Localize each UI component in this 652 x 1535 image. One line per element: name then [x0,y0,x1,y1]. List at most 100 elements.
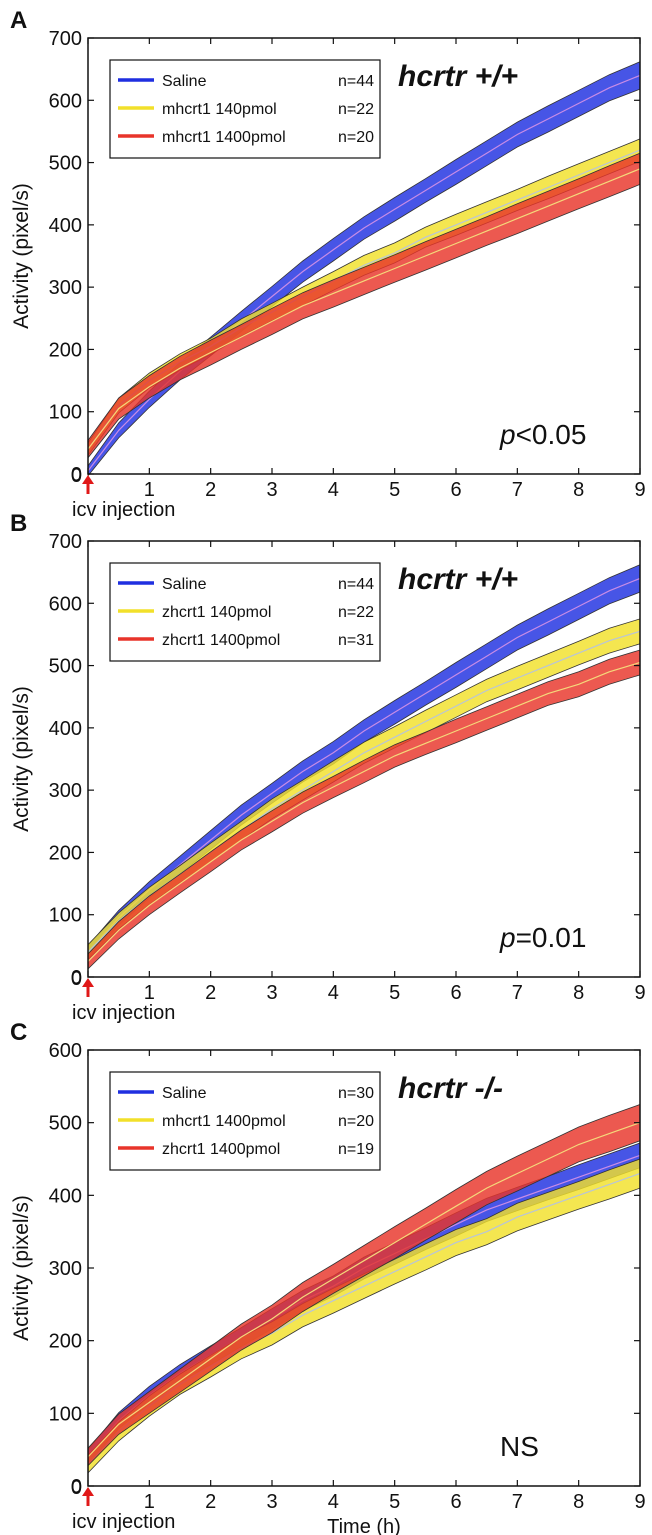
series-mean-line-3 [87,168,641,450]
legend-series-name: Saline [162,1085,207,1102]
panel-letter: B [10,510,27,537]
plot-frame [87,37,641,475]
legend-n-label: n=44 [338,576,374,593]
y-axis-label: Activity (pixel/s) [10,183,33,329]
series-band-2 [87,618,641,961]
y-tick-label: 400 [49,215,82,237]
x-tick-label: 2 [205,479,216,501]
legend-n-label: n=22 [338,101,374,118]
x-tick-label: 6 [450,1491,461,1513]
legend-box [109,1071,381,1171]
series-band-2 [87,138,641,457]
x-tick-label: 1 [144,1491,155,1513]
significance-label: p=0.01 [499,922,586,953]
y-tick-label: 300 [49,1258,82,1280]
x-tick-label: 8 [573,982,584,1004]
legend: Saline n=30 mhcrt1 1400pmol n=20 zhcrt1 1400… [109,1071,381,1171]
y-axis-label: Activity (pixel/s) [10,686,33,832]
injection-annotation: icv injection [72,499,175,521]
genotype-label: hcrtr +/+ [398,60,518,93]
x-tick-label: 5 [389,1491,400,1513]
p-value: =0.01 [516,922,587,953]
legend-n-label: n=22 [338,604,374,621]
panel-letter: A [10,7,27,34]
legend-series-name: zhcrt1 1400pmol [162,632,280,649]
p-value: NS [500,1431,539,1462]
significance-label: p<0.05 [499,419,586,450]
x-tick-label: 1 [144,982,155,1004]
x-tick-label: 7 [512,982,523,1004]
y-tick-label: 400 [49,1185,82,1207]
y-tick-label: 100 [49,1403,82,1425]
x-tick-label: 0 [71,465,82,487]
y-axis-label: Activity (pixel/s) [10,1195,33,1341]
p-symbol: p [499,419,516,450]
x-axis-label: Time (h) [327,1516,401,1535]
y-tick-label: 600 [49,1040,82,1062]
y-tick-label: 500 [49,153,82,175]
x-tick-label: 9 [634,479,645,501]
y-tick-label: 700 [49,531,82,553]
legend-series-name: zhcrt1 1400pmol [162,1141,280,1158]
y-tick-label: 100 [49,905,82,927]
y-tick-label: 100 [49,402,82,424]
x-tick-label: 4 [328,479,339,501]
y-tick-label: 500 [49,656,82,678]
legend-n-label: n=20 [338,129,374,146]
series-mean-line-3 [87,1122,641,1458]
y-tick-label: 600 [49,593,82,615]
y-tick-label: 700 [49,28,82,50]
x-tick-label: 6 [450,982,461,1004]
legend-series-name: mhcrt1 1400pmol [162,1113,286,1130]
y-tick-label: 200 [49,1331,82,1353]
legend-box [109,59,381,159]
injection-annotation: icv injection [72,1002,175,1024]
injection-arrow-head-icon [82,475,94,484]
legend-series-name: zhcrt1 140pmol [162,604,271,621]
legend-n-label: n=20 [338,1113,374,1130]
x-tick-label: 1 [144,479,155,501]
legend-n-label: n=19 [338,1141,374,1158]
p-value: <0.05 [516,419,587,450]
x-tick-label: 0 [71,968,82,990]
series-mean-line-1 [87,577,641,953]
legend-series-name: Saline [162,73,207,90]
x-tick-label: 2 [205,982,216,1004]
legend-n-label: n=30 [338,1085,374,1102]
x-tick-label: 9 [634,982,645,1004]
x-tick-label: 5 [389,479,400,501]
x-tick-label: 9 [634,1491,645,1513]
x-tick-label: 3 [266,1491,277,1513]
legend-series-name: mhcrt1 1400pmol [162,129,286,146]
injection-arrow-head-icon [82,1487,94,1496]
y-tick-label: 0 [71,1476,82,1498]
legend-series-name: Saline [162,576,207,593]
x-tick-label: 2 [205,1491,216,1513]
x-tick-label: 5 [389,982,400,1004]
x-tick-label: 7 [512,1491,523,1513]
x-tick-label: 8 [573,479,584,501]
series-band-2 [87,1158,641,1474]
series-mean-line-3 [87,661,641,962]
y-tick-label: 0 [71,967,82,989]
injection-arrow-head-icon [82,978,94,987]
significance-label: NS [500,1431,539,1462]
panel-letter: C [10,1019,27,1046]
x-tick-label: 8 [573,1491,584,1513]
x-tick-label: 3 [266,479,277,501]
p-symbol: p [499,922,516,953]
y-tick-label: 300 [49,277,82,299]
plot-frame [87,540,641,978]
legend-n-label: n=44 [338,73,374,90]
y-tick-label: 0 [71,464,82,486]
legend-series-name: mhcrt1 140pmol [162,101,277,118]
y-tick-label: 400 [49,718,82,740]
x-tick-label: 4 [328,982,339,1004]
x-tick-label: 7 [512,479,523,501]
injection-annotation: icv injection [72,1511,175,1533]
y-tick-label: 200 [49,339,82,361]
